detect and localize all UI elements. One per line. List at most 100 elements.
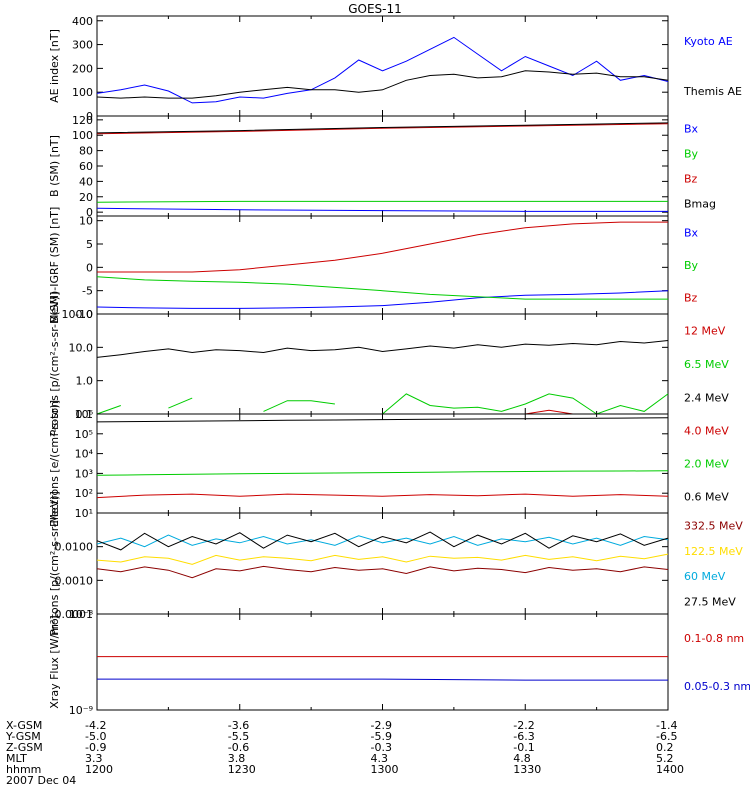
series-line (96, 123, 669, 135)
footer-value: 1330 (513, 763, 542, 776)
footer-value: -2.2 (513, 719, 535, 732)
footer-value: -3.6 (227, 719, 250, 732)
y-tick-label: 10¹ (75, 507, 93, 520)
footer-row-label: MLT (6, 752, 27, 765)
panel-frame (96, 512, 669, 615)
series-line (96, 70, 669, 99)
series-line (96, 290, 669, 309)
y-tick-label: 100 (72, 129, 93, 142)
y-tick-label: 0.0001 (55, 608, 94, 621)
legend-entry: Themis AE (683, 85, 742, 98)
legend-entry: 0.05-0.3 nm (684, 680, 750, 693)
series-line (96, 200, 668, 203)
legend-entry: Bz (684, 292, 698, 305)
legend-entry: 122.5 MeV (684, 545, 743, 558)
legend-entry: By (684, 148, 699, 161)
legend-entry: 0.1-0.8 nm (684, 632, 744, 645)
footer-value: 0.2 (656, 741, 674, 754)
legend-entry: Bmag (684, 198, 716, 211)
series-line (96, 470, 669, 476)
footer-value: -1.4 (656, 719, 678, 732)
series-line (96, 565, 669, 579)
footer-value: -4.2 (85, 719, 107, 732)
series-line (96, 276, 668, 300)
y-axis-label: Xray Flux [W/m²] (48, 615, 61, 708)
legend-entry: Bz (684, 173, 698, 186)
y-tick-label: 0 (86, 110, 93, 123)
footer-value: -5.9 (370, 730, 392, 743)
legend-entry: 2.4 MeV (684, 391, 729, 404)
footer-value: -6.3 (513, 730, 535, 743)
y-tick-label: 40 (79, 175, 93, 188)
y-tick-label: 0.1 (76, 408, 94, 421)
y-axis-label: Electrons [e/(cm²-s-sr)] (48, 400, 61, 527)
panel-frame (96, 413, 669, 514)
panel-frame (96, 613, 669, 711)
footer-value: -0.9 (85, 741, 107, 754)
series-line (96, 534, 669, 548)
panel-frame (96, 15, 669, 117)
y-tick-label: 100.0 (62, 308, 94, 321)
y-tick-label: 10⁻⁸ (69, 608, 94, 621)
legend-entry: 12 MeV (684, 325, 726, 338)
y-tick-label: -10 (75, 308, 93, 321)
y-axis-label: AE index [nT] (48, 29, 61, 103)
footer-row-label: Z-GSM (6, 741, 43, 754)
y-tick-label: 10³ (75, 467, 93, 480)
series-line (96, 531, 669, 551)
series-line (96, 340, 669, 358)
y-axis-label: B(SM)-IGRF (SM) [nT] (48, 207, 61, 324)
panel-frame (96, 313, 669, 415)
y-tick-label: 10 (79, 215, 93, 228)
series-line (96, 405, 121, 415)
y-tick-label: 20 (79, 191, 93, 204)
footer-value: -2.9 (370, 719, 392, 732)
legend-entry: 4.0 MeV (684, 425, 729, 438)
footer-value: -6.5 (656, 730, 678, 743)
legend-entry: 332.5 MeV (684, 520, 743, 533)
y-tick-label: 10⁶ (75, 408, 94, 421)
legend-entry: 60 MeV (684, 570, 726, 583)
legend-entry: Bx (684, 226, 699, 239)
footer-value: 1300 (370, 763, 399, 776)
footer-value: 4.8 (513, 752, 531, 765)
y-axis-label: B (SM) [nT] (48, 135, 61, 197)
y-tick-label: 0 (86, 206, 93, 219)
y-axis-label: Protons [p/(cm²-s-sr-MeV)] (48, 292, 61, 437)
footer-date: 2007 Dec 04 (6, 774, 77, 787)
series-line (525, 409, 573, 415)
legend-entry: 6.5 MeV (684, 358, 729, 371)
y-tick-label: 300 (72, 39, 93, 52)
y-tick-label: 200 (72, 62, 93, 75)
y-tick-label: 10⁵ (75, 428, 93, 441)
series-line (382, 393, 669, 415)
footer-value: 1400 (656, 763, 684, 776)
footer-row-label: Y-GSM (6, 730, 41, 743)
series-line (96, 417, 669, 423)
series-line (96, 36, 669, 104)
footer-value: -5.0 (85, 730, 107, 743)
y-tick-label: 60 (79, 160, 93, 173)
footer-value: 1200 (85, 763, 113, 776)
series-line (97, 221, 668, 273)
series-line (96, 493, 669, 499)
footer-value: 3.3 (85, 752, 103, 765)
y-tick-label: 100 (72, 86, 93, 99)
y-tick-label: 10⁻⁹ (69, 704, 93, 717)
legend-entry: 27.5 MeV (684, 595, 736, 608)
series-line (96, 207, 668, 212)
series-line (97, 678, 668, 681)
footer-value: -0.6 (227, 741, 250, 754)
footer-row-label: X-GSM (6, 719, 43, 732)
legend-entry: 0.6 MeV (684, 491, 729, 504)
y-tick-label: 10⁴ (75, 448, 94, 461)
footer-value: 5.2 (656, 752, 674, 765)
series-line (168, 397, 193, 409)
footer-value: -0.3 (370, 741, 392, 754)
footer-value: 4.3 (370, 752, 389, 765)
series-line (96, 553, 669, 565)
y-tick-label: 80 (79, 145, 93, 158)
y-tick-label: 0.0100 (55, 541, 94, 554)
footer-value: 3.8 (227, 752, 246, 765)
footer-row-label: hhmm (6, 763, 42, 776)
